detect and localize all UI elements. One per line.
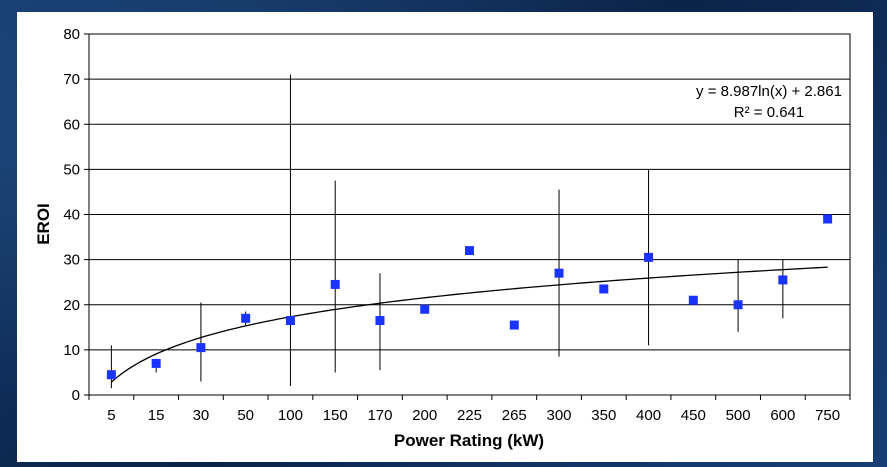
data-point xyxy=(644,252,654,262)
data-point xyxy=(688,295,698,305)
x-tick-label: 170 xyxy=(367,407,392,424)
y-tick-label: 0 xyxy=(72,387,80,404)
error-bars xyxy=(110,74,784,389)
x-tick-label: 500 xyxy=(726,407,751,424)
x-tick-labels: 5 15 30 50 100 150 170 200 225 265 300 350 400 450 500… xyxy=(107,407,840,424)
data-point xyxy=(151,358,161,368)
y-tick-label: 20 xyxy=(63,297,80,314)
y-tick-labels: 0 10 20 30 40 50 60 70 80 xyxy=(63,26,80,404)
x-tick-label: 50 xyxy=(237,407,254,424)
data-point xyxy=(778,275,788,285)
data-point xyxy=(420,304,430,314)
x-tick-label: 5 xyxy=(107,407,115,424)
data-point xyxy=(465,246,474,256)
x-tick-label: 15 xyxy=(148,407,165,424)
x-tick-label: 100 xyxy=(278,407,303,424)
chart-panel: 0 10 20 30 40 50 60 70 80 5 15 30 50 100 150 170 200 225… xyxy=(17,12,873,462)
data-point xyxy=(285,316,295,326)
y-tick-label: 10 xyxy=(63,342,80,359)
y-axis-label: EROI xyxy=(34,203,53,245)
x-tick-label: 150 xyxy=(323,407,348,424)
data-point xyxy=(599,284,609,294)
trendline xyxy=(110,266,828,383)
data-point xyxy=(733,300,743,310)
x-tick-label: 300 xyxy=(547,407,572,424)
y-tick-label: 50 xyxy=(63,161,80,178)
x-tick-label: 400 xyxy=(636,407,661,424)
data-point xyxy=(330,279,340,289)
x-tick-label: 450 xyxy=(681,407,706,424)
data-point xyxy=(509,320,519,330)
data-point xyxy=(823,214,833,224)
x-tick-label: 600 xyxy=(770,407,795,424)
eroi-scatter-chart: 0 10 20 30 40 50 60 70 80 5 15 30 50 100 150 170 200 225… xyxy=(34,26,851,450)
data-point xyxy=(241,313,251,323)
y-tick-label: 40 xyxy=(63,207,80,224)
x-axis-label: Power Rating (kW) xyxy=(394,431,544,450)
trendline-r-squared: R² = 0.641 xyxy=(734,104,804,121)
y-tick-label: 30 xyxy=(63,252,80,269)
data-point xyxy=(106,370,116,380)
x-tick-label: 225 xyxy=(457,407,482,424)
data-points xyxy=(106,214,833,380)
data-point xyxy=(375,316,385,326)
x-tick-label: 200 xyxy=(412,407,437,424)
x-tick-label: 750 xyxy=(815,407,840,424)
y-tick-label: 60 xyxy=(63,116,80,133)
x-tick-label: 265 xyxy=(502,407,527,424)
y-tick-label: 80 xyxy=(63,26,80,43)
y-tick-label: 70 xyxy=(63,71,80,88)
data-point xyxy=(554,268,564,278)
x-tick-label: 30 xyxy=(193,407,210,424)
trendline-equation: y = 8.987ln(x) + 2.861 xyxy=(696,83,842,100)
data-point xyxy=(196,343,206,353)
plot-frame xyxy=(88,33,851,396)
x-tick-label: 350 xyxy=(591,407,616,424)
